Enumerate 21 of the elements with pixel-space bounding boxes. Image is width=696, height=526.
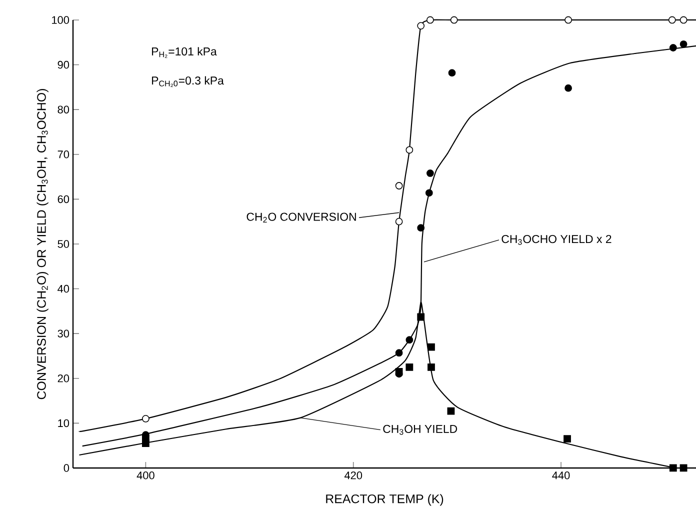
x-tick-label: 400	[136, 472, 154, 480]
x-axis-title: REACTOR TEMP (K)	[326, 494, 444, 506]
annotation: CH$_{3}$OH YIELD	[383, 424, 458, 435]
y-tick-label: 30	[58, 330, 70, 338]
annotation: CH$_{2}$O CONVERSION	[246, 212, 356, 223]
y-tick-label: 70	[58, 150, 70, 158]
y-tick-label: 50	[58, 240, 70, 248]
y-tick-label: 0	[64, 464, 70, 472]
x-tick-label: 420	[344, 472, 362, 480]
y-tick-label: 100	[52, 16, 70, 24]
y-tick-label: 80	[58, 106, 70, 114]
x-tick-label: 440	[552, 472, 570, 480]
y-tick-label: 20	[58, 374, 70, 382]
y-tick-label: 60	[58, 195, 70, 204]
annotation: P$_{CH₂0}$=0.3 kPa	[152, 76, 224, 87]
y-tick-label: 90	[58, 60, 70, 69]
annotation: CH$_{3}$OCHO YIELD x 2	[502, 234, 612, 245]
y-tick-label: 10	[58, 419, 70, 428]
y-axis-title: CONVERSION (CH$_{2}$O) OR YIELD (CH$_{3}$OH, CH$_{3}$OCHO)	[36, 89, 48, 400]
annotation: P$_{H₂}$=101 kPa	[152, 47, 217, 58]
y-tick-label: 40	[58, 284, 70, 293]
